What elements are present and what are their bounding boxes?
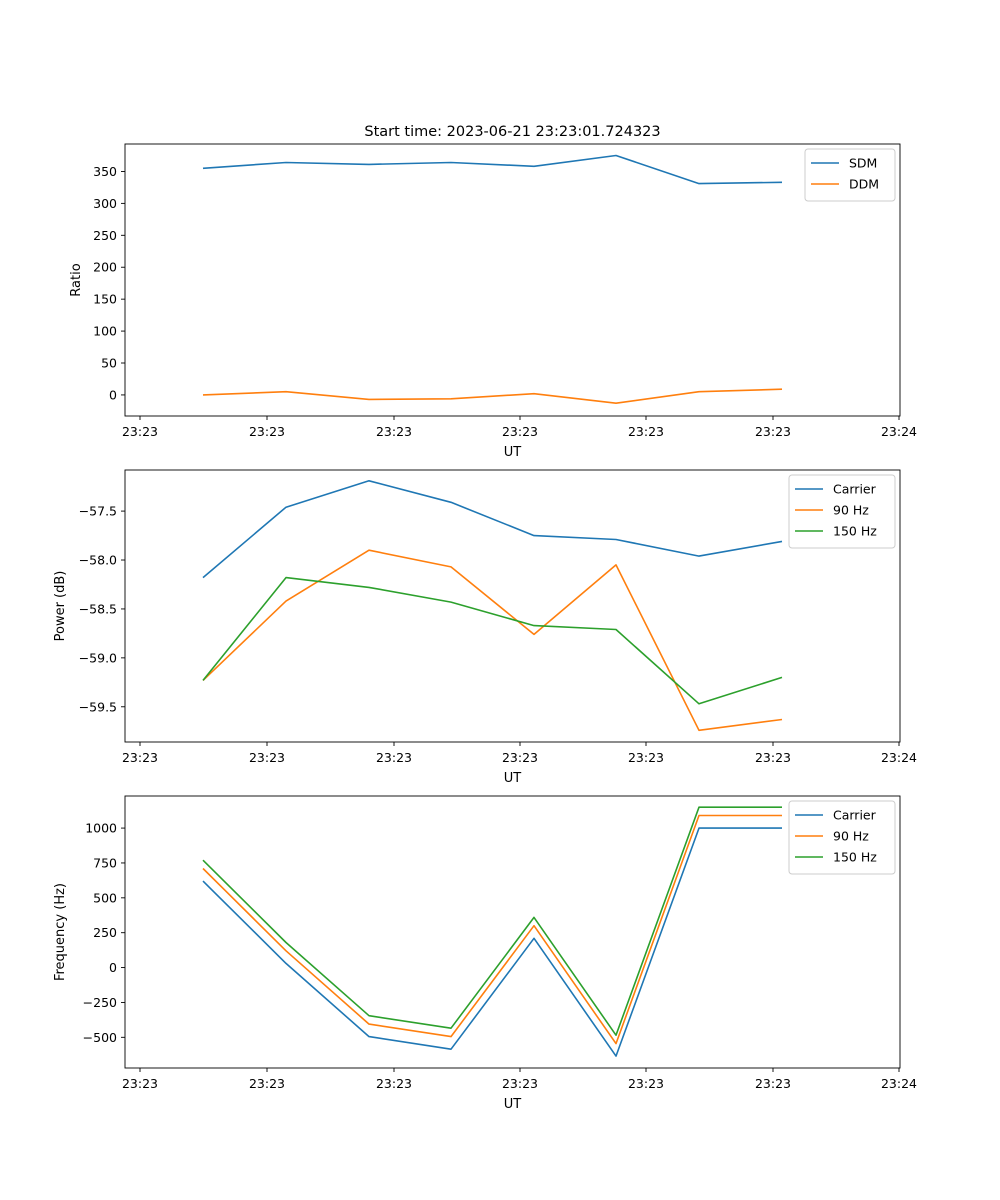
- x-tick-label: 23:23: [376, 750, 412, 765]
- x-tick-label: 23:23: [628, 750, 664, 765]
- x-tick-label: 23:23: [249, 750, 285, 765]
- y-tick-label: 200: [93, 260, 117, 275]
- x-axis-label: UT: [504, 445, 522, 460]
- series-line-carrier: [202, 827, 782, 1057]
- legend: Carrier 90 Hz 150 Hz: [788, 800, 896, 875]
- x-tick-label: 23:23: [122, 750, 158, 765]
- y-tick-label: 0: [109, 960, 117, 975]
- plot-frame: [124, 469, 901, 743]
- series-line-sdm: [202, 154, 783, 185]
- x-tick-label: 23:23: [376, 424, 412, 439]
- x-tick-label: 23:23: [376, 1076, 412, 1091]
- x-tick-label: 23:24: [881, 750, 917, 765]
- chart-panel-1: Start time: 2023-06-21 23:23:01.724323 23…: [69, 124, 917, 460]
- legend-label: 90 Hz: [833, 503, 869, 518]
- plot-frame: [124, 795, 901, 1069]
- y-axis-label: Power (dB): [53, 571, 68, 642]
- legend-label: 90 Hz: [833, 829, 869, 844]
- legend-box: [788, 800, 896, 875]
- y-tick-label: 50: [101, 356, 117, 371]
- x-tick-label: 23:23: [122, 1076, 158, 1091]
- x-tick-label: 23:24: [881, 1076, 917, 1091]
- x-tick-label: 23:24: [881, 424, 917, 439]
- chart-panel-2: 23:23 23:23 23:23 23:23 23:23 23:23 23:24 UT −59…: [53, 469, 917, 786]
- y-tick-label: −57.5: [79, 504, 117, 519]
- x-tick-label: 23:23: [628, 1076, 664, 1091]
- series-line-90-hz: [202, 549, 783, 732]
- legend-box: [788, 474, 896, 549]
- chart-panel-3: 23:23 23:23 23:23 23:23 23:23 23:23 23:24 UT −50…: [53, 795, 917, 1112]
- series-line-150-hz: [202, 806, 782, 1036]
- y-tick-label: 250: [93, 228, 117, 243]
- y-axis-label: Frequency (Hz): [53, 883, 68, 981]
- y-tick-label: 750: [93, 855, 117, 870]
- y-tick-label: −500: [83, 1030, 117, 1045]
- y-tick-label: 500: [93, 890, 117, 905]
- y-tick-label: 150: [93, 292, 117, 307]
- series-line-90-hz: [202, 814, 782, 1045]
- legend-label: Carrier: [833, 808, 877, 823]
- legend: Carrier 90 Hz 150 Hz: [788, 474, 896, 549]
- legend-box: [804, 148, 896, 202]
- plot-frame: [124, 143, 901, 417]
- y-tick-label: 0: [109, 387, 117, 402]
- x-axis-label: UT: [504, 1097, 522, 1112]
- y-tick-label: −58.0: [79, 553, 117, 568]
- y-tick-label: 100: [93, 324, 117, 339]
- x-axis-label: UT: [504, 771, 522, 786]
- x-tick-label: 23:23: [122, 424, 158, 439]
- series-line-150-hz: [202, 576, 783, 705]
- y-tick-label: −59.5: [79, 699, 117, 714]
- x-tick-label: 23:23: [755, 1076, 791, 1091]
- x-tick-label: 23:23: [755, 750, 791, 765]
- y-tick-label: −250: [83, 995, 117, 1010]
- x-tick-label: 23:23: [249, 424, 285, 439]
- y-tick-label: 300: [93, 196, 117, 211]
- y-tick-label: −58.5: [79, 601, 117, 616]
- legend-label: 150 Hz: [833, 524, 877, 539]
- x-tick-label: 23:23: [249, 1076, 285, 1091]
- x-tick-label: 23:23: [502, 424, 538, 439]
- y-tick-label: 1000: [85, 821, 117, 836]
- x-tick-label: 23:23: [755, 424, 791, 439]
- x-tick-label: 23:23: [502, 1076, 538, 1091]
- series-line-ddm: [202, 388, 783, 405]
- x-tick-label: 23:23: [502, 750, 538, 765]
- y-tick-label: −59.0: [79, 650, 117, 665]
- legend-label: SDM: [849, 156, 877, 171]
- series-line-carrier: [202, 479, 783, 579]
- chart-title: Start time: 2023-06-21 23:23:01.724323: [364, 124, 660, 140]
- legend-label: 150 Hz: [833, 850, 877, 865]
- legend: SDM DDM: [804, 148, 896, 202]
- legend-label: Carrier: [833, 482, 877, 497]
- y-tick-label: 350: [93, 164, 117, 179]
- y-tick-label: 250: [93, 925, 117, 940]
- x-tick-label: 23:23: [628, 424, 664, 439]
- y-axis-label: Ratio: [69, 263, 84, 296]
- legend-label: DDM: [849, 177, 879, 192]
